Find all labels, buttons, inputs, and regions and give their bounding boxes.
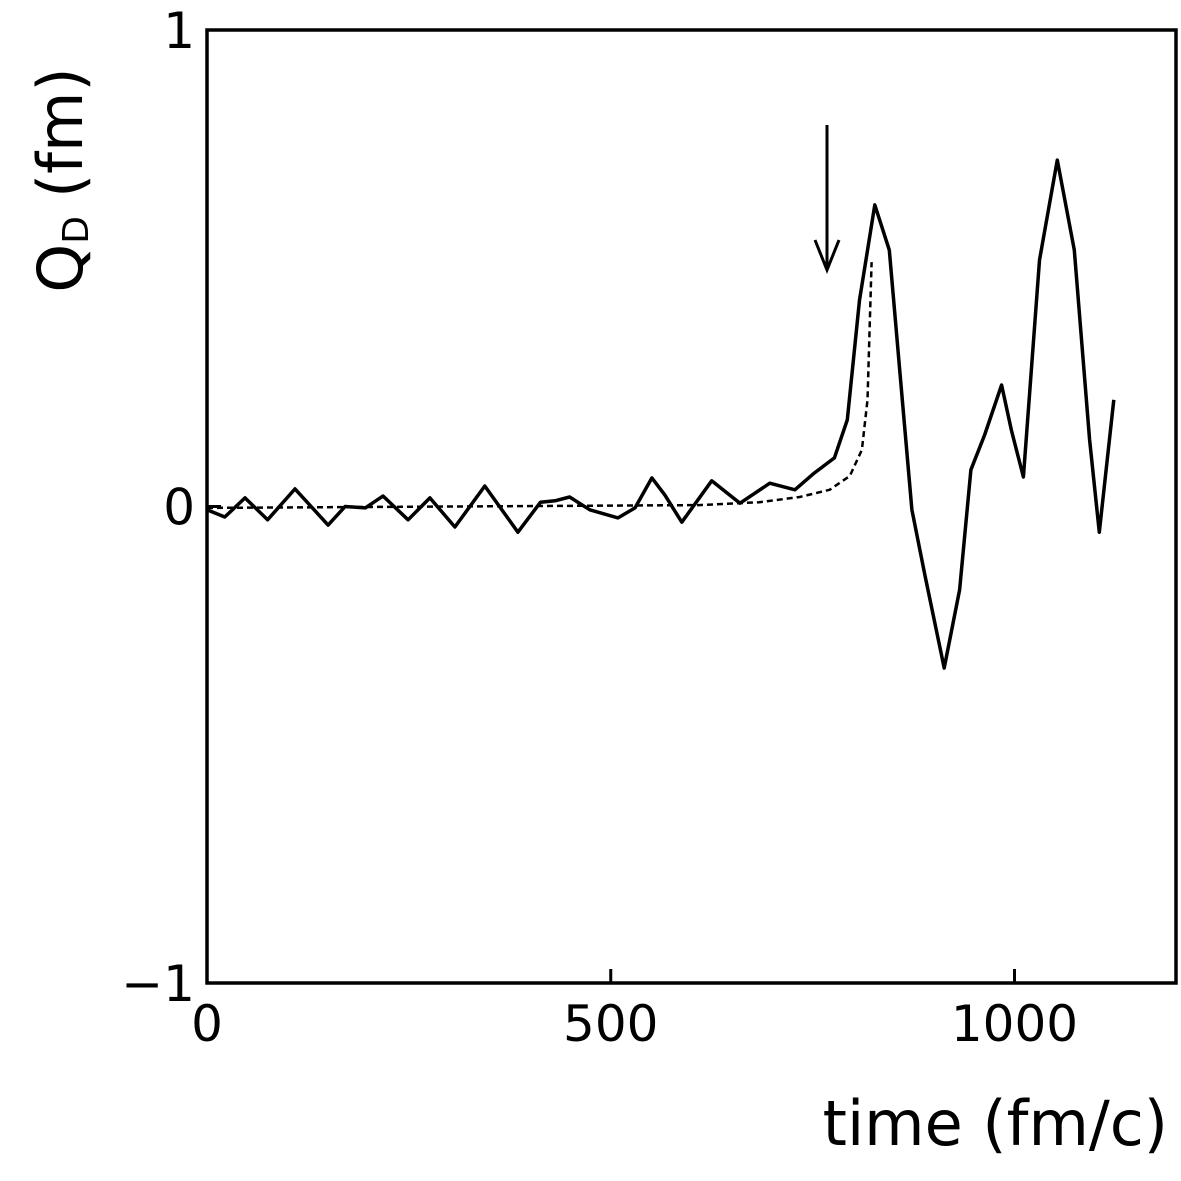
series-line [206,158,1116,670]
x-tick-label: 0 [191,995,223,1053]
arrow-head [813,239,841,275]
x-axis-label: time (fm/c) [823,1087,1168,1160]
y-label-main: Q [24,244,97,293]
series-line [206,262,873,510]
y-tick-label: 1 [163,2,195,60]
y-tick-label: 0 [163,479,195,537]
y-label-sub: D [56,216,97,244]
y-tick-label: −1 [121,955,195,1013]
x-tick-label: 1000 [951,995,1078,1053]
y-label-unit: (fm) [24,67,97,198]
y-axis-label: QD (fm) [24,67,97,292]
x-tick-label: 500 [563,995,658,1053]
annotation-arrow [813,125,841,275]
